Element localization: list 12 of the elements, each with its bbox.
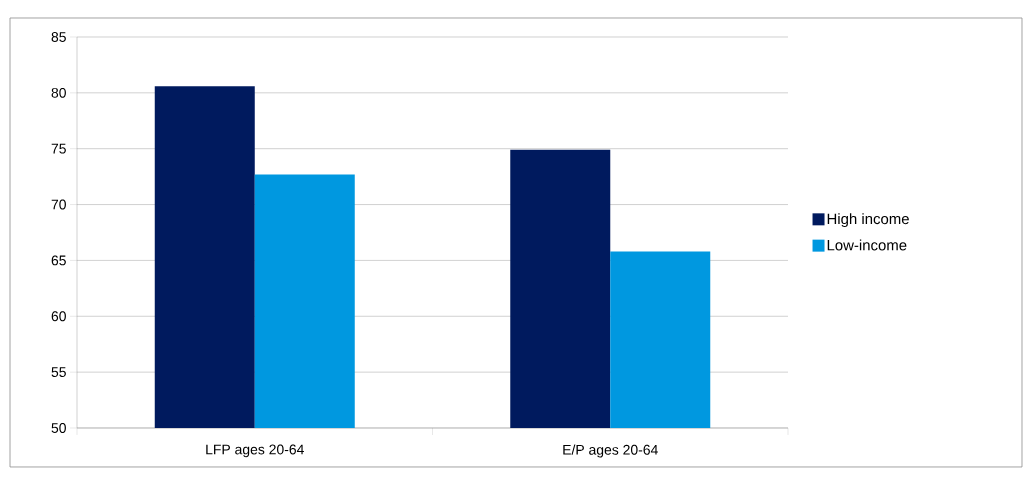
- y-tick-label: 75: [51, 143, 66, 154]
- y-tick-label: 60: [51, 311, 66, 322]
- x-tick-label: E/P ages 20-64: [563, 444, 658, 458]
- y-tick-label: 70: [51, 199, 66, 210]
- y-tick-label: 50: [51, 423, 66, 433]
- y-tick-label: 55: [51, 367, 66, 377]
- y-tick-label: 85: [51, 32, 66, 42]
- y-tick-label: 80: [51, 87, 66, 98]
- legend-label: High income: [827, 213, 909, 228]
- x-tick-label: LFP ages 20-64: [206, 444, 304, 458]
- legend-label: Low-income: [827, 239, 907, 251]
- y-tick-label: 65: [51, 255, 66, 266]
